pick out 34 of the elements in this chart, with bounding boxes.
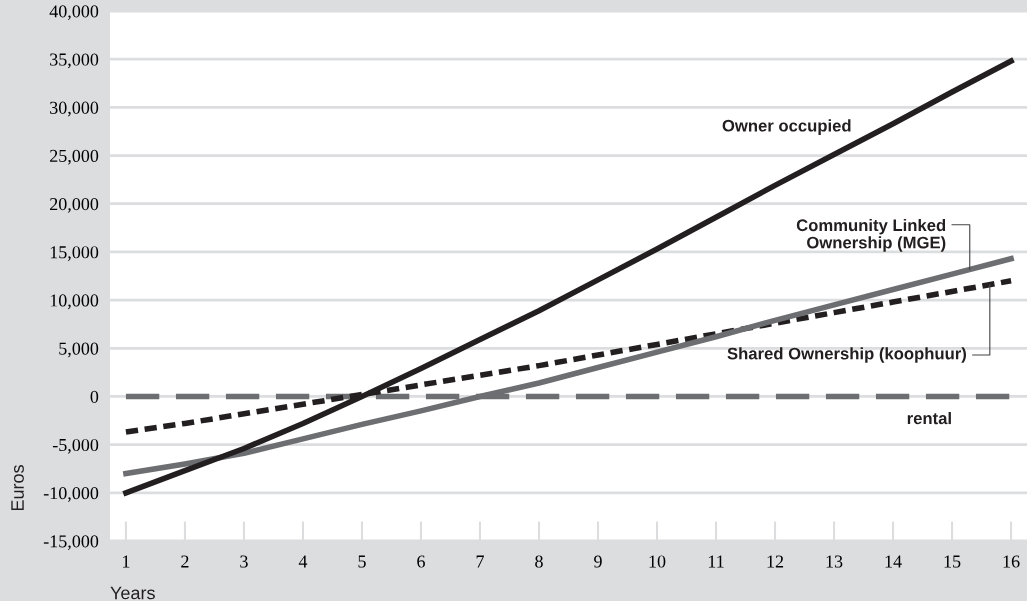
x-tick-label: 4	[298, 555, 308, 568]
x-tick-label: 1	[123, 555, 130, 568]
x-tick-label: 10	[649, 555, 666, 568]
x-axis-title: Years	[110, 586, 155, 600]
x-tick-label: 12	[767, 555, 784, 568]
x-tick-label: 7	[476, 555, 484, 568]
x-tick-label: 16	[1003, 555, 1020, 568]
y-tick-label: 35,000	[50, 53, 99, 69]
x-tick-label: 13	[826, 555, 843, 568]
series-label: rental	[907, 412, 951, 425]
x-tick-label: 9	[594, 555, 602, 568]
y-tick-label: 40,000	[49, 5, 99, 21]
x-tick-label: 14	[885, 555, 902, 568]
y-tick-label: 30,000	[50, 101, 99, 117]
y-tick-label: 0	[90, 390, 99, 403]
y-tick-label: -15,000	[43, 535, 99, 551]
x-tick-label: 2	[181, 555, 189, 568]
series-label: Community Linked Ownership (MGE)	[796, 218, 946, 252]
y-tick-label: -5,000	[52, 438, 99, 454]
y-axis-title: Euros	[11, 465, 24, 511]
series-label: Owner occupied	[722, 119, 851, 135]
y-tick-label: 5,000	[59, 342, 99, 358]
x-tick-label: 6	[417, 555, 425, 568]
y-tick-label: 25,000	[50, 149, 99, 165]
y-tick-label: 10,000	[50, 294, 99, 310]
y-tick-label: 15,000	[50, 246, 99, 261]
x-tick-label: 11	[708, 555, 724, 568]
x-tick-label: 3	[240, 555, 248, 568]
y-tick-label: -10,000	[43, 487, 99, 502]
y-tick-label: 20,000	[50, 197, 99, 213]
x-tick-label: 15	[944, 555, 961, 568]
series-label: Shared Ownership (koophuur)	[727, 347, 966, 363]
x-tick-label: 5	[358, 555, 366, 568]
x-tick-label: 8	[535, 555, 543, 568]
